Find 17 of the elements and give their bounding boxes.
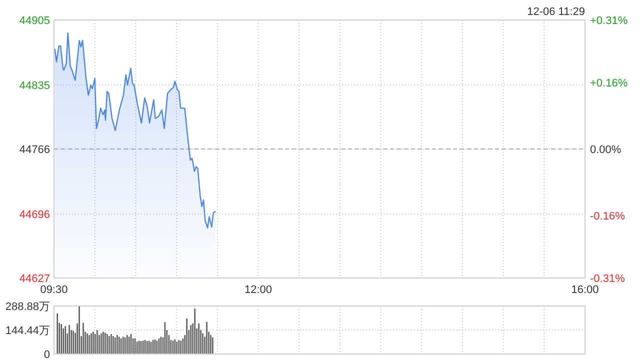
y-tick-label: 44766	[19, 144, 50, 156]
y-tick-label: 44696	[19, 208, 50, 221]
y2-tick-label: +0.16%	[590, 77, 628, 90]
y-tick-label: 288.88万	[5, 300, 50, 313]
y-tick-label: 44627	[19, 272, 50, 285]
y-tick-label: 44905	[19, 14, 50, 27]
x-tick-label: 12:00	[244, 284, 272, 296]
y2-tick-label: +0.31%	[590, 14, 628, 27]
text: 12-06 11:29	[527, 6, 585, 18]
y2-tick-label: -0.31%	[590, 272, 626, 285]
y-tick-label: 44835	[19, 80, 50, 92]
y-tick-label: 144.44万	[5, 324, 50, 337]
x-tick-label: 09:30	[40, 284, 68, 296]
x-tick-label: 16:00	[571, 284, 599, 296]
y-tick-label: 0	[44, 348, 50, 360]
y2-tick-label: 0.00%	[590, 144, 622, 156]
y2-tick-label: -0.16%	[590, 210, 626, 222]
